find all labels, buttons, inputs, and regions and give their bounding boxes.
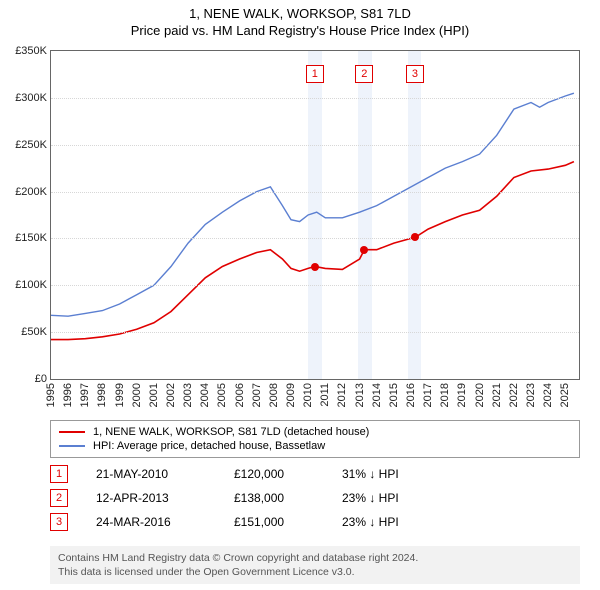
event-diff: 23% ↓ HPI [342,515,399,529]
x-axis-label: 1998 [96,383,108,407]
gridline [51,145,579,146]
sale-marker-dot [360,246,368,254]
legend-swatch [59,445,85,447]
event-row: 2 12-APR-2013 £138,000 23% ↓ HPI [50,486,580,510]
event-row: 3 24-MAR-2016 £151,000 23% ↓ HPI [50,510,580,534]
x-axis-label: 2025 [559,383,571,407]
x-axis-label: 2002 [165,383,177,407]
x-axis-label: 2012 [336,383,348,407]
sale-marker-dot [311,263,319,271]
attribution-line: Contains HM Land Registry data © Crown c… [58,551,572,565]
event-row: 1 21-MAY-2010 £120,000 31% ↓ HPI [50,462,580,486]
title-subtitle: Price paid vs. HM Land Registry's House … [0,23,600,38]
y-axis-label: £200K [15,186,47,198]
event-price: £151,000 [234,515,314,529]
x-axis-label: 2004 [199,383,211,407]
event-date: 24-MAR-2016 [96,515,206,529]
gridline [51,98,579,99]
x-axis-label: 1996 [62,383,74,407]
sale-marker-flag: 2 [355,65,373,83]
legend-swatch [59,431,85,433]
event-table: 1 21-MAY-2010 £120,000 31% ↓ HPI 2 12-APR-201… [50,462,580,534]
y-axis-label: £300K [15,92,47,104]
x-axis-label: 2024 [542,383,554,407]
x-axis-label: 2009 [285,383,297,407]
legend-label: HPI: Average price, detached house, Bass… [93,440,325,452]
event-diff: 31% ↓ HPI [342,467,399,481]
gridline [51,238,579,239]
x-axis-label: 2022 [508,383,520,407]
legend-label: 1, NENE WALK, WORKSOP, S81 7LD (detached… [93,426,369,438]
y-axis-label: £50K [21,326,47,338]
x-axis-label: 2010 [302,383,314,407]
event-date: 12-APR-2013 [96,491,206,505]
x-axis-label: 2014 [371,383,383,407]
attribution: Contains HM Land Registry data © Crown c… [50,546,580,584]
legend: 1, NENE WALK, WORKSOP, S81 7LD (detached… [50,420,580,458]
x-axis-label: 2008 [268,383,280,407]
chart-container: 1, NENE WALK, WORKSOP, S81 7LD Price pai… [0,0,600,590]
y-axis-label: £250K [15,139,47,151]
y-axis-label: £350K [15,45,47,57]
legend-row: HPI: Average price, detached house, Bass… [59,439,571,453]
x-axis-label: 2011 [319,383,331,407]
legend-row: 1, NENE WALK, WORKSOP, S81 7LD (detached… [59,425,571,439]
titles: 1, NENE WALK, WORKSOP, S81 7LD Price pai… [0,0,600,38]
gridline [51,285,579,286]
gridline [51,332,579,333]
sale-marker-dot [411,233,419,241]
x-axis-label: 2018 [439,383,451,407]
x-axis-label: 2021 [491,383,503,407]
x-axis-label: 1995 [45,383,57,407]
event-flag: 2 [50,489,68,507]
x-axis-label: 1999 [114,383,126,407]
attribution-line: This data is licensed under the Open Gov… [58,565,572,579]
x-axis-label: 2015 [388,383,400,407]
event-price: £138,000 [234,491,314,505]
x-axis-label: 2007 [251,383,263,407]
event-diff: 23% ↓ HPI [342,491,399,505]
y-axis-label: £150K [15,232,47,244]
x-axis-label: 2003 [182,383,194,407]
hpi-line [51,93,574,316]
x-axis-label: 2000 [131,383,143,407]
y-axis-label: £100K [15,279,47,291]
sale-marker-flag: 1 [306,65,324,83]
x-axis-label: 1997 [79,383,91,407]
title-address: 1, NENE WALK, WORKSOP, S81 7LD [0,6,600,21]
gridline [51,192,579,193]
x-axis-label: 2005 [216,383,228,407]
event-price: £120,000 [234,467,314,481]
event-flag: 3 [50,513,68,531]
x-axis-label: 2006 [234,383,246,407]
price_paid-line [51,162,574,340]
x-axis-label: 2020 [474,383,486,407]
plot-area: £0£50K£100K£150K£200K£250K£300K£350K1995… [50,50,580,380]
event-date: 21-MAY-2010 [96,467,206,481]
event-flag: 1 [50,465,68,483]
x-axis-label: 2023 [525,383,537,407]
x-axis-label: 2016 [405,383,417,407]
chart-svg [51,51,579,379]
x-axis-label: 2013 [354,383,366,407]
x-axis-label: 2001 [148,383,160,407]
x-axis-label: 2019 [456,383,468,407]
sale-marker-flag: 3 [406,65,424,83]
x-axis-label: 2017 [422,383,434,407]
